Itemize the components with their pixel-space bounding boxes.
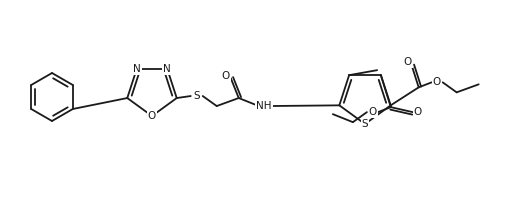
Text: O: O [222,71,230,81]
Text: O: O [404,57,412,67]
Text: N: N [163,64,171,74]
Text: S: S [362,119,368,129]
Text: O: O [369,107,377,117]
Text: N: N [133,64,141,74]
Text: NH: NH [256,101,271,111]
Text: O: O [148,111,156,121]
Text: S: S [194,91,200,101]
Text: O: O [414,107,422,117]
Text: O: O [433,77,441,87]
